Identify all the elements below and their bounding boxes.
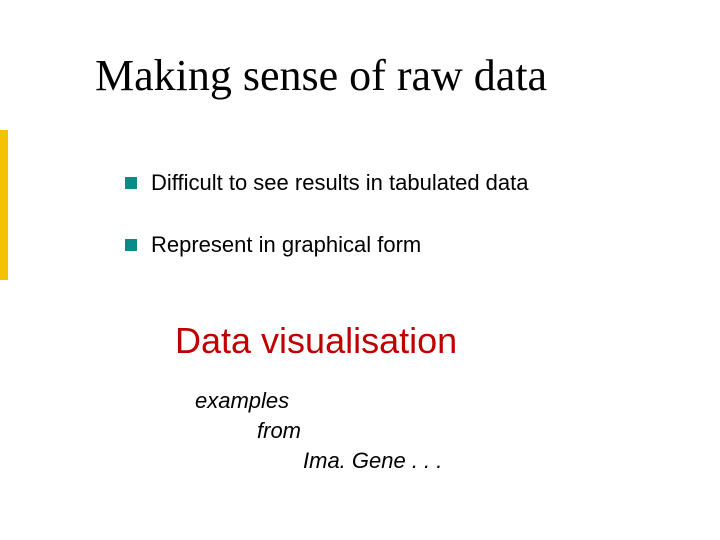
square-bullet-icon: [125, 239, 137, 251]
example-line: Ima. Gene . . .: [303, 448, 442, 474]
example-line: from: [257, 418, 301, 444]
subtitle: Data visualisation: [175, 320, 457, 362]
accent-bar: [0, 130, 8, 280]
bullet-item: Represent in graphical form: [125, 232, 421, 258]
bullet-item: Difficult to see results in tabulated da…: [125, 170, 528, 196]
example-line: examples: [195, 388, 289, 414]
bullet-text: Represent in graphical form: [151, 232, 421, 258]
square-bullet-icon: [125, 177, 137, 189]
slide-title: Making sense of raw data: [95, 50, 547, 101]
bullet-text: Difficult to see results in tabulated da…: [151, 170, 528, 196]
